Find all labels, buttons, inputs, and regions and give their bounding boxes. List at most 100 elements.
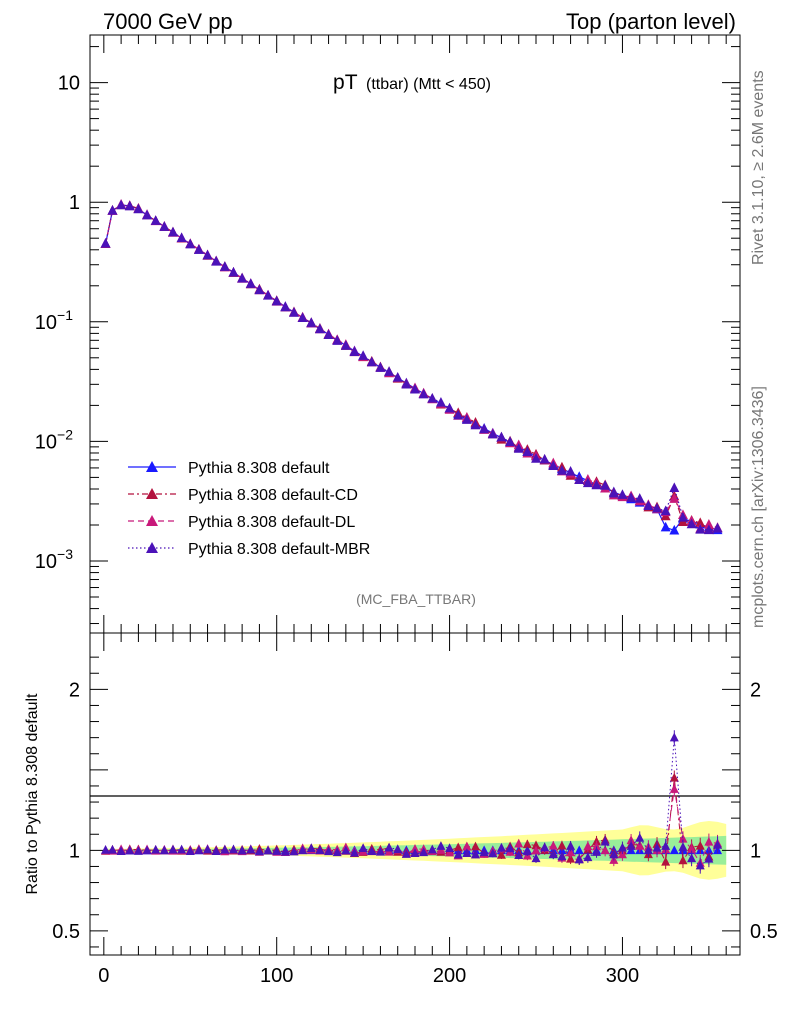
legend-label-dl: Pythia 8.308 default-DL: [188, 514, 355, 531]
ratio-point: [133, 846, 143, 855]
data-point: [669, 482, 680, 492]
data-point: [332, 335, 343, 345]
ratio-point: [332, 847, 342, 857]
analysis-watermark: (MC_FBA_TTBAR): [356, 591, 476, 607]
legend-entry-cd: Pythia 8.308 default-CD: [128, 487, 358, 504]
ratio-point: [220, 844, 230, 854]
ratio-y-tick-label-right: 2: [750, 679, 761, 701]
ratio-point: [514, 838, 524, 848]
ratio-point: [185, 846, 195, 855]
ratio-y-tick-label-left: 1: [69, 840, 80, 862]
data-point: [358, 350, 369, 360]
ratio-point: [349, 847, 359, 857]
legend-entry-default: Pythia 8.308 default: [128, 460, 330, 477]
ratio-point: [246, 844, 256, 854]
ratio-point: [107, 844, 117, 854]
plot-title-main: pT: [333, 71, 358, 94]
ratio-point: [557, 851, 567, 861]
data-point: [712, 522, 723, 533]
data-point: [193, 244, 204, 254]
data-point: [237, 272, 248, 283]
data-point: [427, 392, 438, 403]
legend-marker-default: [146, 461, 158, 472]
ratio-point: [678, 855, 688, 865]
ratio-point: [393, 844, 403, 853]
ratio-point: [410, 848, 420, 858]
data-point: [548, 460, 559, 470]
data-point: [435, 396, 446, 407]
data-point: [168, 226, 178, 237]
ratio-point: [600, 836, 610, 846]
data-point: [418, 388, 429, 399]
ratio-point: [272, 846, 282, 855]
legend-marker-mbr: [146, 542, 158, 553]
data-point: [513, 443, 524, 453]
ratio-point: [436, 841, 446, 850]
data-point: [626, 492, 637, 502]
ratio-point: [384, 842, 394, 852]
data-point: [565, 465, 576, 476]
ratio-point: [228, 844, 238, 854]
data-point: [245, 278, 256, 288]
ratio-point: [315, 845, 325, 855]
data-point: [297, 312, 308, 322]
ratio-point: [479, 847, 489, 857]
data-point: [254, 284, 265, 295]
data-point: [263, 289, 274, 300]
main-y-tick-label: 1: [69, 192, 80, 214]
ratio-y-tick-labels: 2 2 1 1 0.5 0.5: [52, 679, 778, 943]
ratio-point: [566, 853, 576, 863]
ratio-point: [531, 853, 541, 863]
ratio-point: [445, 843, 455, 853]
data-point: [643, 500, 654, 510]
series-3: [100, 199, 723, 535]
ratio-y-tick-label-right: 1: [750, 840, 761, 862]
ratio-point: [401, 849, 411, 858]
plot-title: pT (ttbar) (Mtt < 450): [333, 71, 491, 94]
legend-label-mbr: Pythia 8.308 default-MBR: [188, 541, 370, 558]
data-point: [176, 232, 187, 243]
ratio-point: [566, 847, 576, 857]
ratio-point: [453, 849, 463, 859]
ratio-point: [211, 846, 221, 856]
main-y-tick-label: 10−2: [35, 426, 73, 453]
series-0: [100, 199, 723, 535]
header-right: Top (parton level): [566, 9, 736, 34]
data-point: [453, 409, 464, 420]
main-y-tick-label: 10: [58, 73, 80, 95]
ratio-point: [687, 853, 697, 863]
ratio-point: [592, 847, 602, 856]
data-point: [522, 446, 533, 457]
series-1: [100, 199, 723, 534]
data-point: [703, 518, 714, 529]
ratio-point: [514, 850, 524, 859]
header-left: 7000 GeV pp: [103, 9, 233, 34]
legend-marker-dl: [146, 515, 158, 526]
data-point: [280, 301, 291, 312]
ratio-point: [669, 732, 679, 742]
data-point: [410, 383, 420, 394]
ratio-point: [574, 854, 584, 864]
rivet-version-text: Rivet 3.1.10, ≥ 2.6M events: [750, 70, 767, 265]
data-point: [271, 295, 282, 306]
x-tick-label: 300: [606, 965, 639, 987]
legend-entry-mbr: Pythia 8.308 default-MBR: [128, 541, 370, 558]
ratio-point: [583, 852, 593, 862]
main-plot-panel: 10 1 10−1 10−2 10−3 pT (ttbar) (Mtt < 450) (…: [35, 34, 741, 651]
series-line-3: [105, 204, 718, 531]
data-point: [669, 524, 680, 535]
ratio-point: [298, 845, 308, 855]
legend-label-default: Pythia 8.308 default: [188, 460, 330, 477]
ratio-series-group: [101, 730, 723, 874]
data-point: [444, 402, 455, 413]
data-point: [617, 489, 628, 499]
ratio-point: [652, 842, 662, 852]
ratio-point: [254, 846, 264, 856]
x-tick-label: 200: [433, 965, 466, 987]
data-point: [582, 477, 593, 488]
ratio-point: [713, 840, 723, 849]
ratio-point: [661, 856, 671, 866]
ratio-point: [626, 841, 636, 850]
data-point: [228, 266, 239, 277]
ratio-point: [488, 848, 498, 858]
